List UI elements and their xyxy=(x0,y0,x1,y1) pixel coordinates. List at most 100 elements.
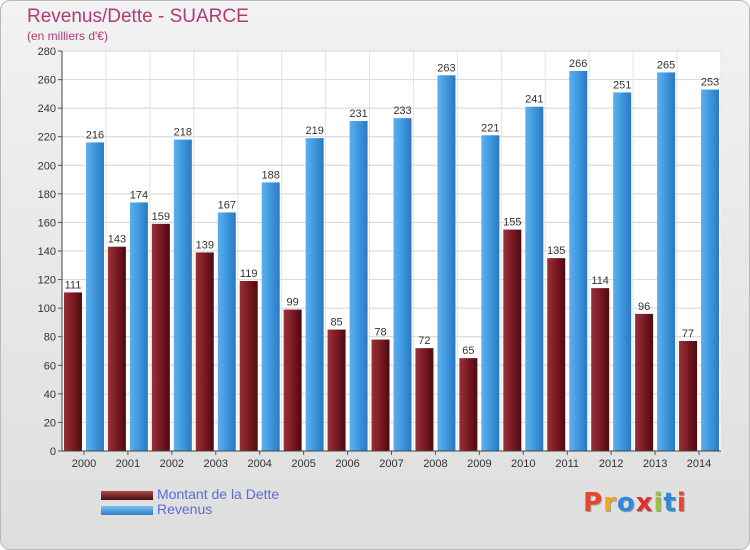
data-label-revenus: 188 xyxy=(262,169,280,181)
x-tick-label: 2002 xyxy=(160,458,184,470)
bar-dette xyxy=(547,258,566,451)
bar-dette xyxy=(635,313,654,451)
bar-dette xyxy=(371,339,390,451)
legend-label-dette: Montant de la Dette xyxy=(157,486,280,502)
y-tick-label: 160 xyxy=(38,217,56,229)
data-label-dette: 96 xyxy=(638,301,650,313)
bar-revenus xyxy=(349,121,368,451)
y-tick-label: 240 xyxy=(38,103,56,115)
data-label-dette: 111 xyxy=(65,279,82,291)
bar-dette xyxy=(679,341,698,451)
legend-swatch-dette xyxy=(101,491,153,500)
x-tick-label: 2003 xyxy=(204,458,228,470)
bar-revenus xyxy=(657,72,676,451)
data-label-dette: 77 xyxy=(682,328,694,340)
x-tick-label: 2005 xyxy=(291,458,315,470)
bar-revenus xyxy=(481,135,500,452)
legend-swatch-revenus xyxy=(101,506,153,515)
logo-letter: i xyxy=(676,488,687,518)
legend-label-revenus: Revenus xyxy=(157,501,213,517)
y-tick-label: 200 xyxy=(38,160,56,172)
data-label-dette: 155 xyxy=(503,217,521,229)
data-label-revenus: 265 xyxy=(657,59,675,71)
chart-title: Revenus/Dette - SUARCE xyxy=(27,6,249,27)
data-label-dette: 143 xyxy=(108,234,126,246)
bar-dette xyxy=(591,288,610,451)
y-tick-label: 0 xyxy=(50,446,56,458)
bar-revenus xyxy=(437,75,456,452)
bar-revenus xyxy=(261,182,280,451)
data-label-revenus: 253 xyxy=(701,77,719,89)
bar-revenus xyxy=(613,92,632,451)
data-label-dette: 72 xyxy=(418,335,430,347)
data-label-dette: 78 xyxy=(374,327,386,339)
x-tick-label: 2011 xyxy=(555,458,579,470)
bar-dette xyxy=(327,329,346,451)
logo-letter: i xyxy=(653,488,664,518)
y-tick-label: 60 xyxy=(44,360,56,372)
data-label-dette: 139 xyxy=(196,239,214,251)
data-label-dette: 119 xyxy=(240,268,258,280)
y-tick-label: 280 xyxy=(38,46,56,58)
data-label-revenus: 219 xyxy=(305,125,323,137)
data-label-dette: 65 xyxy=(462,345,474,357)
bar-dette xyxy=(63,292,82,451)
logo-letter: r xyxy=(603,488,617,518)
x-tick-label: 2007 xyxy=(379,458,403,470)
x-tick-label: 2014 xyxy=(687,458,711,470)
proxiti-logo: Proxiti xyxy=(583,488,687,518)
bar-revenus xyxy=(305,138,324,451)
y-tick-label: 20 xyxy=(44,417,56,429)
y-tick-label: 80 xyxy=(44,332,56,344)
bar-dette xyxy=(415,348,434,451)
bar-revenus xyxy=(85,142,104,451)
x-tick-label: 2013 xyxy=(643,458,667,470)
logo-letter: x xyxy=(635,488,654,518)
bar-revenus xyxy=(173,139,192,452)
data-label-revenus: 174 xyxy=(130,189,148,201)
bar-dette xyxy=(459,358,478,451)
y-tick-label: 220 xyxy=(38,132,56,144)
data-label-revenus: 263 xyxy=(437,62,455,74)
data-label-revenus: 167 xyxy=(218,199,236,211)
y-tick-label: 260 xyxy=(38,75,56,87)
x-tick-label: 2012 xyxy=(599,458,623,470)
y-tick-label: 120 xyxy=(38,275,56,287)
data-label-revenus: 241 xyxy=(525,94,543,106)
data-label-dette: 99 xyxy=(287,297,299,309)
bar-revenus xyxy=(569,71,588,451)
bar-dette xyxy=(503,229,522,451)
x-tick-label: 2004 xyxy=(247,458,271,470)
chart-subtitle: (en milliers d'€) xyxy=(27,29,108,43)
data-label-revenus: 218 xyxy=(174,127,192,139)
data-label-revenus: 266 xyxy=(569,58,587,70)
y-tick-label: 180 xyxy=(38,189,56,201)
bar-revenus xyxy=(129,202,148,451)
y-tick-label: 140 xyxy=(38,246,56,258)
data-label-dette: 159 xyxy=(152,211,170,223)
bar-dette xyxy=(151,223,170,451)
data-label-revenus: 233 xyxy=(393,105,411,117)
x-tick-label: 2006 xyxy=(335,458,359,470)
bar-revenus xyxy=(217,212,236,451)
data-label-dette: 85 xyxy=(330,317,342,329)
bar-dette xyxy=(239,281,258,451)
logo-letter: P xyxy=(583,488,604,518)
data-label-dette: 135 xyxy=(547,245,565,257)
y-tick-label: 100 xyxy=(38,303,56,315)
bar-dette xyxy=(195,252,214,451)
bar-revenus xyxy=(701,89,720,452)
x-tick-label: 2009 xyxy=(467,458,491,470)
bar-revenus xyxy=(393,118,412,452)
logo-letter: o xyxy=(616,488,636,518)
bar-dette xyxy=(107,246,126,451)
data-label-dette: 114 xyxy=(591,275,609,287)
x-tick-label: 2010 xyxy=(511,458,535,470)
bar-dette xyxy=(283,309,302,451)
x-tick-label: 2000 xyxy=(72,458,96,470)
data-label-revenus: 251 xyxy=(613,79,631,91)
x-tick-label: 2008 xyxy=(423,458,447,470)
data-label-revenus: 221 xyxy=(481,122,499,134)
